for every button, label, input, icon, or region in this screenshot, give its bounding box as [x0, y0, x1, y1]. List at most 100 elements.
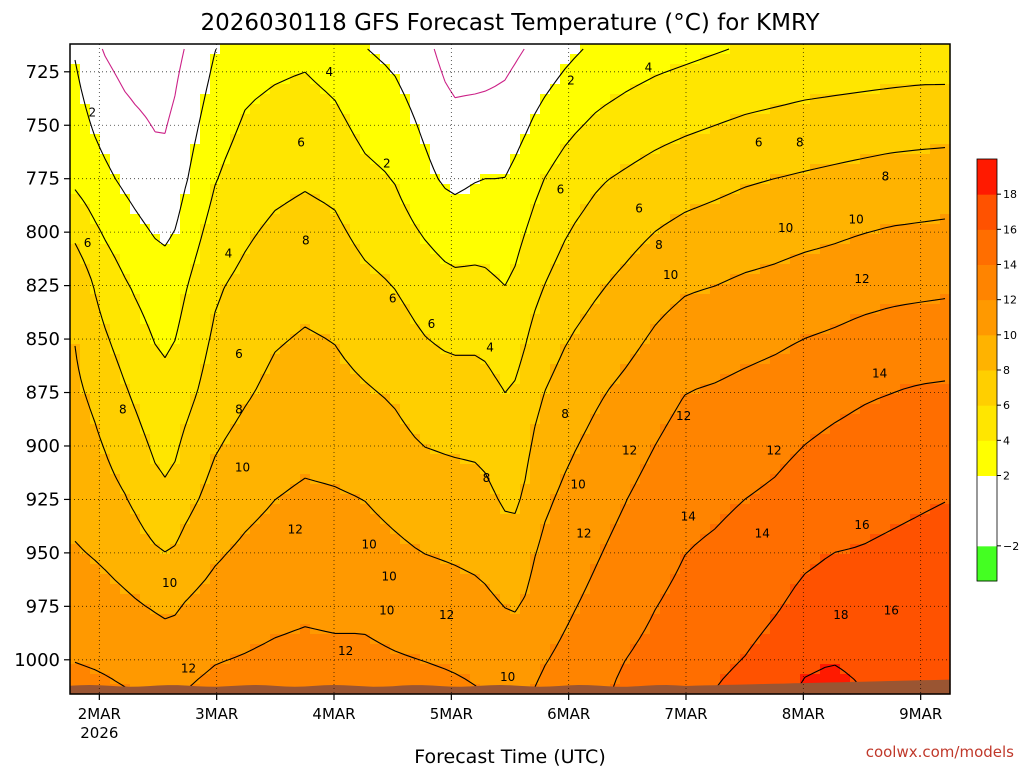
temperature-cell	[740, 364, 751, 375]
temperature-cell	[460, 154, 471, 165]
temperature-cell	[600, 214, 611, 225]
temperature-cell	[850, 534, 861, 545]
temperature-cell	[750, 314, 761, 325]
temperature-cell	[700, 324, 711, 335]
temperature-cell	[280, 354, 291, 365]
temperature-cell	[570, 534, 581, 545]
temperature-cell	[460, 524, 471, 535]
temperature-cell	[700, 54, 711, 65]
temperature-cell	[580, 424, 591, 435]
temperature-cell	[500, 404, 511, 415]
temperature-cell	[660, 434, 671, 445]
temperature-cell	[910, 104, 921, 115]
temperature-cell	[460, 64, 471, 75]
temperature-cell	[680, 174, 691, 185]
temperature-cell	[910, 194, 921, 205]
temperature-cell	[700, 144, 711, 155]
temperature-cell	[220, 404, 231, 415]
temperature-cell	[560, 364, 571, 375]
temperature-cell	[450, 54, 461, 65]
temperature-cell	[570, 174, 581, 185]
temperature-cell	[90, 444, 101, 455]
temperature-cell	[110, 164, 121, 175]
temperature-cell	[460, 164, 471, 175]
temperature-cell	[590, 254, 601, 265]
temperature-cell	[730, 204, 741, 215]
temperature-cell	[650, 154, 661, 165]
temperature-cell	[660, 334, 671, 345]
temperature-cell	[710, 364, 721, 375]
temperature-cell	[810, 184, 821, 195]
temperature-cell	[930, 104, 941, 115]
temperature-cell	[430, 314, 441, 325]
temperature-cell	[530, 524, 541, 535]
temperature-cell	[860, 134, 871, 145]
temperature-cell	[740, 584, 751, 595]
temperature-cell	[540, 264, 551, 275]
temperature-cell	[360, 474, 371, 485]
temperature-cell	[680, 104, 691, 115]
temperature-cell	[330, 104, 341, 115]
temperature-cell	[210, 254, 221, 265]
temperature-cell	[460, 84, 471, 95]
temperature-cell	[610, 264, 621, 275]
temperature-cell	[80, 544, 91, 555]
temperature-cell	[940, 524, 951, 535]
temperature-cell	[430, 564, 441, 575]
temperature-cell	[230, 284, 241, 295]
temperature-cell	[790, 374, 801, 385]
temperature-cell	[230, 64, 241, 75]
temperature-cell	[780, 44, 791, 55]
temperature-cell	[450, 144, 461, 155]
temperature-cell	[620, 524, 631, 535]
temperature-cell	[540, 314, 551, 325]
temperature-cell	[190, 444, 201, 455]
temperature-cell	[800, 574, 811, 585]
temperature-cell	[560, 294, 571, 305]
temperature-cell	[650, 84, 661, 95]
temperature-cell	[120, 294, 131, 305]
temperature-cell	[100, 124, 111, 135]
temperature-cell	[320, 544, 331, 555]
temperature-cell	[230, 124, 241, 135]
temperature-cell	[520, 314, 531, 325]
temperature-cell	[410, 104, 421, 115]
temperature-cell	[210, 124, 221, 135]
temperature-cell	[210, 194, 221, 205]
temperature-cell	[670, 314, 681, 325]
temperature-cell	[830, 114, 841, 125]
temperature-cell	[780, 324, 791, 335]
temperature-cell	[860, 144, 871, 155]
temperature-cell	[180, 204, 191, 215]
temperature-cell	[740, 414, 751, 425]
temperature-cell	[140, 204, 151, 215]
temperature-cell	[710, 464, 721, 475]
temperature-cell	[390, 174, 401, 185]
temperature-cell	[570, 584, 581, 595]
temperature-cell	[710, 134, 721, 145]
temperature-cell	[410, 154, 421, 165]
temperature-cell	[610, 154, 621, 165]
temperature-cell	[890, 144, 901, 155]
temperature-cell	[680, 344, 691, 355]
temperature-cell	[650, 254, 661, 265]
temperature-cell	[820, 314, 831, 325]
temperature-cell	[220, 424, 231, 435]
temperature-cell	[430, 44, 441, 55]
temperature-cell	[260, 184, 271, 195]
temperature-cell	[70, 564, 81, 575]
temperature-cell	[690, 284, 701, 295]
temperature-cell	[270, 324, 281, 335]
temperature-cell	[750, 414, 761, 425]
temperature-cell	[230, 304, 241, 315]
temperature-cell	[820, 564, 831, 575]
temperature-cell	[100, 364, 111, 375]
temperature-cell	[360, 304, 371, 315]
temperature-cell	[380, 244, 391, 255]
temperature-cell	[100, 314, 111, 325]
temperature-cell	[280, 574, 291, 585]
temperature-cell	[720, 474, 731, 485]
temperature-cell	[150, 294, 161, 305]
temperature-cell	[250, 544, 261, 555]
temperature-cell	[940, 184, 951, 195]
